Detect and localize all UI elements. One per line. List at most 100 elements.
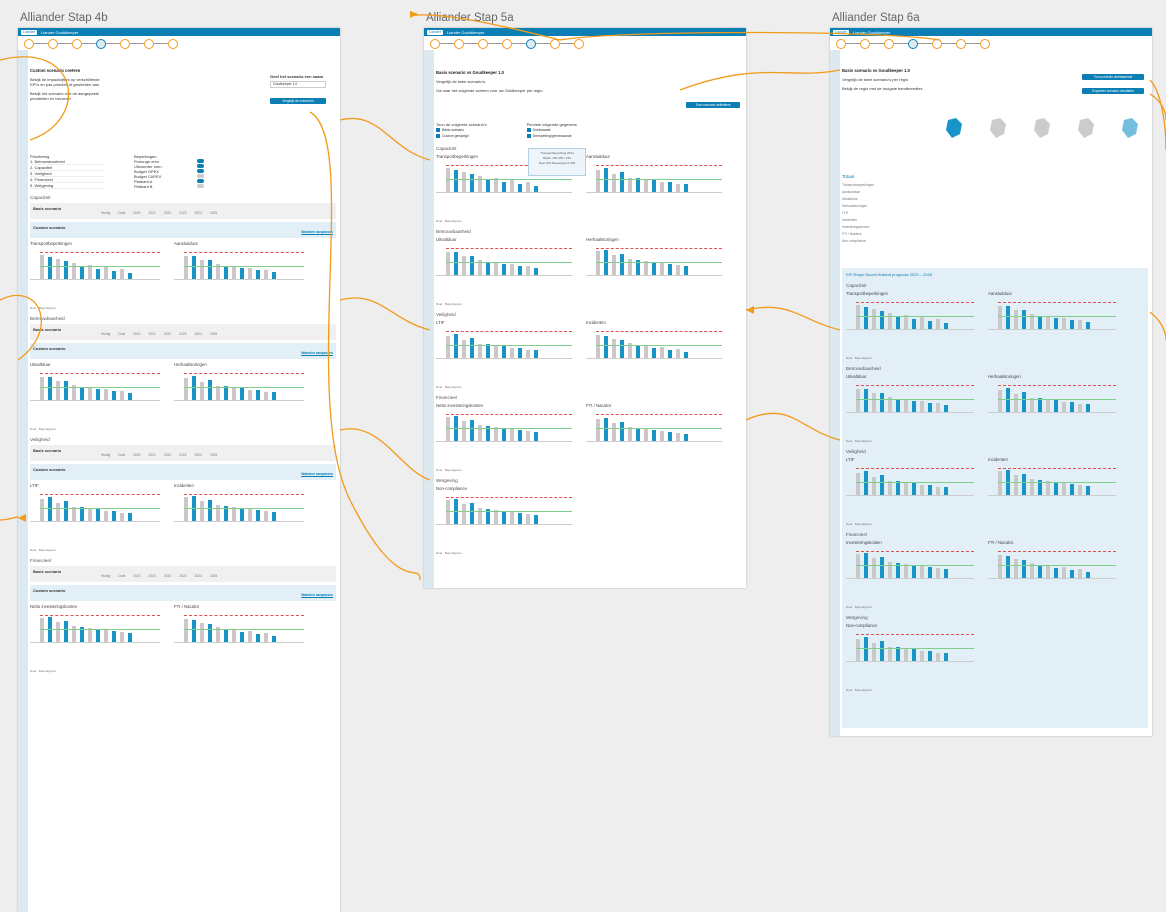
chart-bar-base[interactable] — [248, 390, 252, 400]
chart-bar-scenario[interactable] — [518, 430, 522, 441]
step-node[interactable] — [48, 38, 58, 49]
chart-bar-base[interactable] — [644, 180, 648, 192]
chart-bar-base[interactable] — [920, 317, 924, 329]
chart-bar-base[interactable] — [936, 568, 940, 578]
chart-bar-scenario[interactable] — [652, 180, 656, 192]
chart-bar-base[interactable] — [494, 510, 498, 524]
chart-bar-scenario[interactable] — [224, 506, 228, 521]
step-node-active[interactable] — [908, 38, 918, 49]
chart-bar-scenario[interactable] — [1022, 392, 1026, 412]
chart-bar-scenario[interactable] — [128, 273, 132, 279]
chart-bar-scenario[interactable] — [912, 319, 916, 329]
step-node-active[interactable] — [96, 38, 106, 49]
chart-bar-base[interactable] — [596, 419, 600, 441]
chart-bar-base[interactable] — [478, 508, 482, 524]
step-node[interactable] — [430, 38, 440, 49]
chart-bar-scenario[interactable] — [928, 485, 932, 495]
chart-bar-scenario[interactable] — [454, 334, 458, 358]
adjust-values-link[interactable]: Waarden aanpassen — [301, 472, 333, 476]
chart-bar-base[interactable] — [120, 391, 124, 400]
chart-bar-base[interactable] — [920, 485, 924, 495]
chart-bar-base[interactable] — [1062, 567, 1066, 578]
chart-bar-scenario[interactable] — [534, 432, 538, 441]
chart-bar-base[interactable] — [998, 390, 1002, 412]
chart-bar-scenario[interactable] — [684, 266, 688, 275]
chart-bar-base[interactable] — [200, 501, 204, 521]
chart-bar-base[interactable] — [1078, 404, 1082, 412]
toggle[interactable] — [197, 184, 204, 188]
chart-bar-scenario[interactable] — [864, 389, 868, 412]
chart-bar-scenario[interactable] — [1054, 318, 1058, 329]
chart-bar-scenario[interactable] — [620, 254, 624, 275]
chart-bar-base[interactable] — [446, 500, 450, 524]
chart-bar-base[interactable] — [872, 477, 876, 495]
chart-bar-base[interactable] — [644, 429, 648, 441]
chart-bar-base[interactable] — [628, 178, 632, 192]
chart-bar-scenario[interactable] — [1054, 400, 1058, 412]
chart-bar-scenario[interactable] — [652, 262, 656, 275]
chart-bar-base[interactable] — [248, 631, 252, 642]
chart-bar-scenario[interactable] — [1038, 398, 1042, 412]
chart-bar-scenario[interactable] — [1006, 388, 1010, 412]
chart-bar-scenario[interactable] — [224, 266, 228, 279]
chart-bar-base[interactable] — [88, 265, 92, 279]
chart-bar-scenario[interactable] — [636, 346, 640, 358]
chart-bar-scenario[interactable] — [636, 428, 640, 441]
checkbox[interactable]: Custom gewijzigd — [436, 133, 487, 139]
chart-bar-base[interactable] — [596, 335, 600, 358]
chart-bar-scenario[interactable] — [1054, 482, 1058, 495]
chart-bar-scenario[interactable] — [96, 389, 100, 400]
chart-bar-scenario[interactable] — [684, 184, 688, 192]
chart-bar-scenario[interactable] — [96, 269, 100, 279]
chart-bar-base[interactable] — [200, 382, 204, 400]
chart-bar-scenario[interactable] — [620, 422, 624, 441]
chart-bar-scenario[interactable] — [668, 264, 672, 275]
chart-bar-base[interactable] — [510, 348, 514, 358]
chart-bar-scenario[interactable] — [192, 620, 196, 642]
step-node[interactable] — [120, 38, 130, 49]
chart-bar-base[interactable] — [120, 632, 124, 642]
chart-bar-scenario[interactable] — [518, 184, 522, 192]
chart-bar-base[interactable] — [920, 401, 924, 412]
chart-bar-base[interactable] — [998, 555, 1002, 578]
chart-bar-scenario[interactable] — [224, 630, 228, 642]
chart-bar-base[interactable] — [40, 499, 44, 521]
chart-bar-base[interactable] — [856, 639, 860, 661]
chart-bar-base[interactable] — [104, 267, 108, 279]
chart-bar-base[interactable] — [904, 483, 908, 495]
chart-bar-base[interactable] — [264, 270, 268, 279]
adjust-values-link[interactable]: Waarden aanpassen — [301, 230, 333, 234]
chart-bar-scenario[interactable] — [48, 257, 52, 279]
chart-bar-scenario[interactable] — [1070, 570, 1074, 578]
chart-bar-base[interactable] — [872, 643, 876, 661]
chart-bar-base[interactable] — [216, 627, 220, 642]
chart-bar-scenario[interactable] — [912, 649, 916, 661]
chart-bar-base[interactable] — [904, 649, 908, 661]
chart-bar-scenario[interactable] — [1038, 480, 1042, 495]
chart-bar-scenario[interactable] — [1070, 320, 1074, 329]
chart-bar-base[interactable] — [904, 399, 908, 412]
chart-bar-base[interactable] — [660, 347, 664, 358]
step-node[interactable] — [860, 38, 870, 49]
chart-bar-scenario[interactable] — [502, 346, 506, 358]
chart-bar-scenario[interactable] — [1022, 560, 1026, 578]
checkbox[interactable]: Basis scenario — [436, 127, 487, 133]
map-icon[interactable] — [942, 116, 966, 140]
chart-bar-base[interactable] — [72, 263, 76, 279]
chart-bar-base[interactable] — [88, 509, 92, 521]
adjust-values-link[interactable]: Waarden aanpassen — [301, 593, 333, 597]
chart-bar-scenario[interactable] — [928, 321, 932, 329]
chart-bar-scenario[interactable] — [518, 513, 522, 524]
chart-bar-base[interactable] — [200, 623, 204, 642]
chart-bar-scenario[interactable] — [470, 503, 474, 524]
chart-bar-scenario[interactable] — [240, 268, 244, 279]
chart-bar-scenario[interactable] — [636, 260, 640, 275]
chart-bar-scenario[interactable] — [880, 557, 884, 578]
chart-bar-base[interactable] — [936, 487, 940, 495]
chart-bar-scenario[interactable] — [272, 512, 276, 521]
chart-bar-scenario[interactable] — [470, 338, 474, 358]
chart-bar-base[interactable] — [676, 433, 680, 441]
toggle[interactable] — [197, 169, 204, 173]
chart-bar-base[interactable] — [40, 255, 44, 279]
chart-bar-scenario[interactable] — [240, 388, 244, 400]
